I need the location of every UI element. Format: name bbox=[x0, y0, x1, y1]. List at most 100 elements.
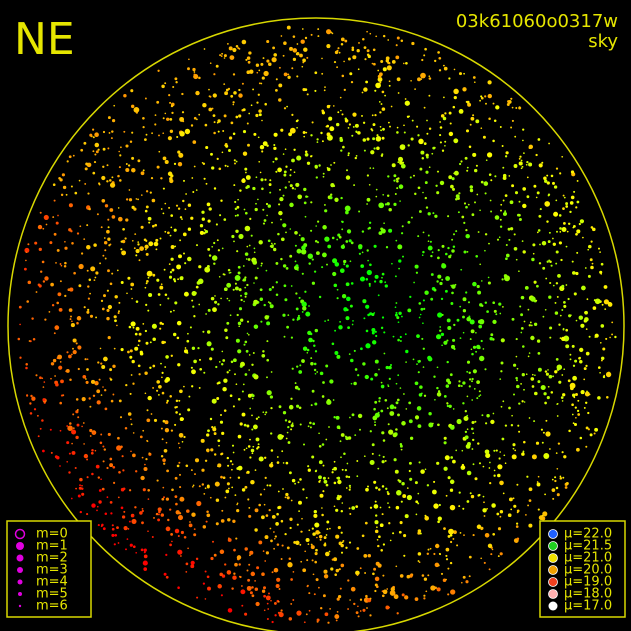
star bbox=[600, 342, 602, 344]
star bbox=[408, 401, 412, 405]
star bbox=[162, 117, 165, 120]
star bbox=[398, 184, 404, 189]
star bbox=[57, 354, 63, 360]
star bbox=[232, 405, 235, 408]
star bbox=[290, 285, 293, 287]
star bbox=[72, 350, 77, 355]
star bbox=[323, 574, 329, 579]
star bbox=[207, 429, 210, 433]
star bbox=[251, 363, 254, 367]
star bbox=[261, 515, 265, 520]
star bbox=[462, 575, 466, 579]
star bbox=[449, 488, 454, 492]
star bbox=[140, 475, 145, 481]
star bbox=[111, 533, 115, 537]
star bbox=[452, 105, 456, 109]
star bbox=[377, 77, 383, 82]
star bbox=[443, 96, 445, 99]
star bbox=[341, 541, 344, 544]
star bbox=[508, 175, 511, 177]
star bbox=[534, 374, 536, 377]
star bbox=[321, 507, 323, 509]
star bbox=[308, 262, 311, 265]
star bbox=[551, 478, 554, 481]
star bbox=[571, 413, 574, 416]
star bbox=[102, 130, 106, 134]
star bbox=[156, 165, 160, 169]
star bbox=[348, 123, 351, 126]
star bbox=[545, 372, 549, 376]
star bbox=[141, 456, 144, 459]
star bbox=[165, 377, 171, 382]
star bbox=[421, 574, 425, 577]
star bbox=[178, 413, 181, 416]
star bbox=[60, 193, 64, 197]
star bbox=[379, 72, 383, 77]
star bbox=[396, 612, 399, 615]
star bbox=[468, 555, 472, 559]
star bbox=[231, 444, 235, 447]
star bbox=[82, 374, 87, 379]
star bbox=[340, 509, 344, 513]
star bbox=[576, 251, 579, 254]
star bbox=[260, 62, 264, 66]
star bbox=[344, 468, 348, 472]
star bbox=[91, 448, 94, 452]
star bbox=[562, 476, 565, 479]
star bbox=[319, 493, 324, 498]
star bbox=[86, 358, 89, 361]
star bbox=[579, 219, 585, 224]
star bbox=[366, 30, 368, 33]
star bbox=[322, 594, 326, 598]
star bbox=[451, 249, 455, 253]
star bbox=[416, 334, 420, 338]
star bbox=[403, 131, 406, 134]
star bbox=[87, 285, 90, 288]
star bbox=[416, 363, 418, 365]
star bbox=[198, 386, 201, 389]
star bbox=[496, 512, 500, 516]
star bbox=[109, 463, 114, 468]
star bbox=[463, 202, 467, 205]
star bbox=[466, 360, 471, 364]
star bbox=[243, 208, 246, 211]
star bbox=[154, 123, 157, 126]
star bbox=[554, 301, 557, 304]
star bbox=[556, 230, 558, 233]
star bbox=[376, 538, 379, 541]
star bbox=[155, 512, 159, 516]
star bbox=[289, 127, 296, 134]
star bbox=[548, 295, 552, 299]
star bbox=[217, 119, 221, 123]
star bbox=[537, 508, 540, 511]
legend-symbol bbox=[548, 541, 558, 551]
star bbox=[26, 300, 29, 303]
star bbox=[376, 585, 379, 588]
star bbox=[330, 193, 333, 196]
star bbox=[258, 109, 262, 113]
star bbox=[311, 559, 314, 562]
star bbox=[394, 306, 397, 309]
star bbox=[30, 394, 33, 398]
star bbox=[446, 339, 449, 342]
star bbox=[516, 509, 520, 513]
star bbox=[445, 252, 448, 256]
star bbox=[263, 219, 267, 222]
star bbox=[235, 537, 238, 540]
star bbox=[566, 230, 569, 233]
star bbox=[322, 476, 326, 480]
star bbox=[493, 474, 496, 477]
star bbox=[492, 319, 497, 325]
star bbox=[433, 480, 436, 483]
star bbox=[528, 417, 531, 419]
star bbox=[599, 270, 603, 274]
star bbox=[222, 130, 225, 132]
star bbox=[217, 439, 221, 443]
star bbox=[85, 380, 89, 384]
star bbox=[116, 445, 122, 451]
star bbox=[472, 281, 477, 287]
star bbox=[282, 264, 287, 268]
star bbox=[324, 86, 326, 88]
star bbox=[462, 381, 466, 385]
star bbox=[465, 580, 469, 584]
